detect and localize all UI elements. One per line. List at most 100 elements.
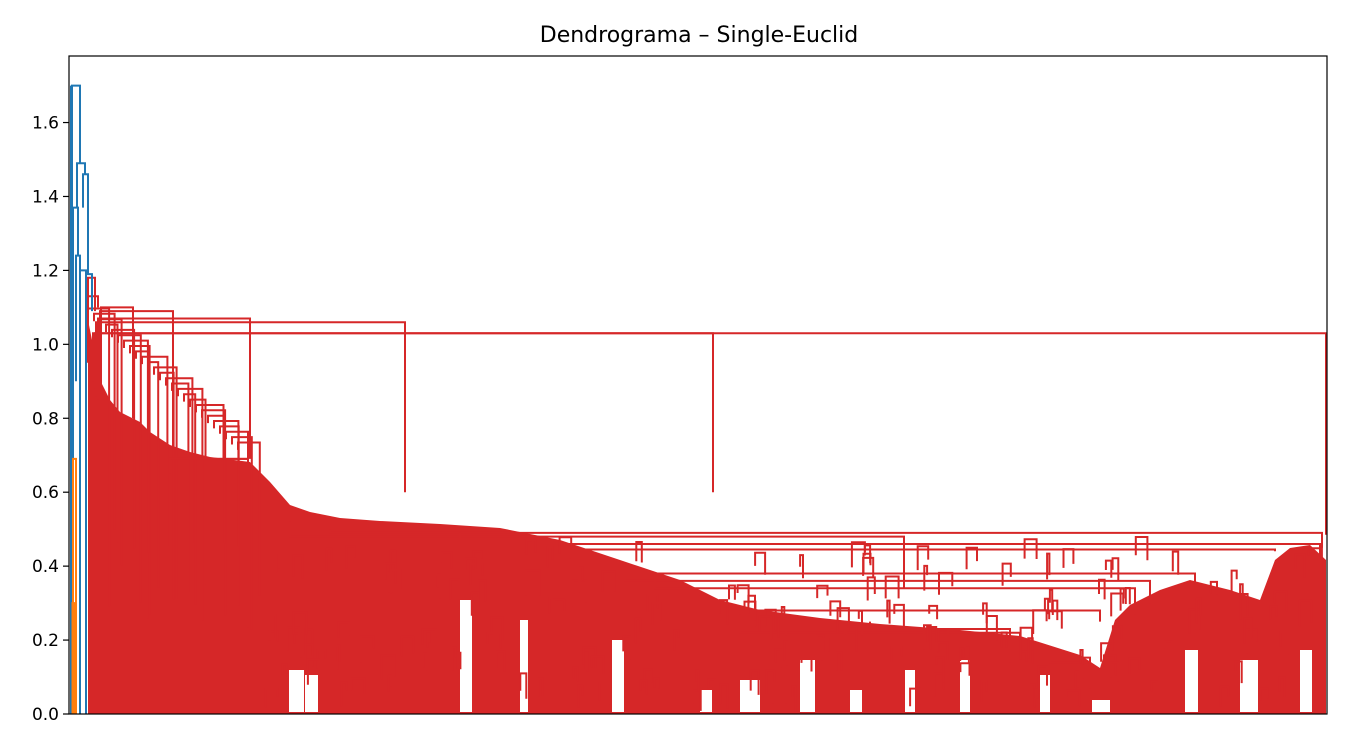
dendrogram-link-111: [772, 682, 787, 704]
y-tick-label: 0.0: [32, 705, 59, 725]
dendrogram-link-143: [1110, 592, 1125, 617]
dendrogram-link-155: [1307, 547, 1323, 574]
dendrogram-link-108: [537, 677, 544, 697]
dendrogram-link-15: [177, 387, 204, 621]
dendrogram-link-165: [1239, 583, 1244, 608]
dendrogram-link-130: [965, 546, 978, 570]
dendrogram-link-138: [1294, 553, 1306, 578]
dendrogram-link-146: [1171, 550, 1180, 575]
dendrogram-link-96: [1243, 617, 1253, 644]
dendrogram-link-48: [1259, 687, 1269, 701]
dendrogram-link-113: [1128, 657, 1141, 675]
dendrogram-link-5: [117, 334, 142, 603]
dendrogram-link-39: [519, 536, 1276, 552]
dendrogram-link-85: [1032, 609, 1048, 634]
dendrogram-link-91: [456, 651, 462, 675]
dendrogram-link-95: [1103, 654, 1117, 676]
dendrogram-link-60: [1134, 536, 1149, 561]
dendrogram-link-166: [938, 571, 954, 595]
dendrogram-link-224: [923, 564, 929, 591]
dendrogram-link-87: [601, 570, 616, 592]
dendrogram-link-154: [1124, 587, 1131, 605]
dendrogram-link-129: [477, 579, 487, 602]
dendrogram-link-77: [718, 599, 729, 625]
dendrogram-link-163: [548, 597, 559, 614]
dendrogram-link-109: [959, 647, 965, 661]
y-tick-label: 1.6: [32, 114, 59, 134]
dendrogram-link-75: [1074, 670, 1079, 689]
dendrogram-link-112: [695, 669, 700, 691]
dendrogram-link-229: [82, 173, 89, 275]
dendrogram-link-203: [464, 557, 477, 570]
dendrogram-link-202: [1051, 599, 1059, 621]
dendrogram-link-79: [304, 628, 314, 656]
dendrogram-link-47: [1000, 631, 1008, 648]
dendrogram-link-54: [937, 628, 949, 653]
dendrogram-link-37: [329, 529, 1323, 548]
dendrogram-link-67: [765, 669, 776, 695]
leaf-gap-4: [612, 640, 624, 712]
plot-frame: [68, 55, 1328, 715]
dendrogram-link-144: [1119, 587, 1125, 611]
dendrogram-link-16: [183, 393, 197, 605]
dendrogram-link-63: [982, 602, 988, 624]
dendrogram-link-127: [436, 573, 441, 599]
y-tick-label: 1.2: [32, 261, 59, 281]
leaf-gap-10: [960, 660, 970, 712]
dendrogram-link-38: [459, 532, 1321, 574]
dendrogram-link-160: [1037, 665, 1048, 692]
dendrogram-link-93: [936, 641, 949, 661]
dendrogram-link-184: [857, 609, 863, 636]
dendrogram-link-182: [774, 648, 783, 668]
dendrogram-link-23: [225, 430, 249, 628]
dendrogram-link-125: [890, 645, 903, 663]
dendrogram-links: [70, 84, 1327, 714]
dendrogram-link-89: [422, 652, 428, 671]
dendrogram-link-147: [1046, 552, 1051, 580]
dendrogram-link-103: [1219, 685, 1230, 707]
dendrogram-link-110: [451, 646, 457, 671]
dendrogram-link-36: [289, 521, 905, 589]
dendrogram-link-35: [214, 457, 249, 511]
dendrogram-link-152: [384, 562, 397, 584]
dendrogram-link-206: [1273, 590, 1288, 612]
dendrogram-link-70: [634, 617, 642, 644]
dendrogram-link-7: [129, 345, 151, 615]
dendrogram-link-187: [440, 551, 453, 569]
y-axis: 0.0 0.2 0.4 0.6 0.8 1.0 1.2 1.4 1.6: [32, 114, 69, 725]
dendrogram-link-123: [1279, 630, 1290, 655]
dendrogram-link-131: [1043, 597, 1050, 615]
dendrogram-link-1: [93, 312, 116, 530]
dendrogram-link-194: [866, 576, 876, 601]
dendrogram-link-200: [719, 683, 729, 709]
dendrogram-link-18: [195, 404, 225, 589]
dendrogram-link-117: [325, 547, 333, 571]
dendrogram-link-235: [71, 602, 76, 714]
dendrogram-link-31: [100, 306, 134, 419]
dendrogram-link-13: [165, 377, 194, 544]
dendrogram-link-53: [472, 550, 483, 570]
dendrogram-link-82: [754, 551, 767, 575]
dendrogram-link-140: [1100, 642, 1115, 662]
dendrogram-link-210: [1062, 548, 1075, 568]
dendrogram-link-220: [916, 545, 930, 571]
dendrogram-link-65: [519, 672, 528, 699]
chart-title: Dendrograma – Single-Euclid: [540, 23, 859, 48]
dendrogram-link-80: [293, 632, 302, 658]
dendrogram-link-196: [578, 566, 584, 593]
dendrogram-link-161: [749, 669, 760, 695]
dendrogram-link-139: [337, 621, 351, 638]
dendrogram-link-233: [85, 273, 93, 312]
dendrogram-link-100: [1298, 599, 1313, 627]
dendrogram-link-132: [292, 611, 308, 635]
dendrogram-link-135: [651, 602, 662, 625]
dendrogram-link-211: [281, 663, 288, 675]
dendrogram-link-20: [207, 414, 226, 544]
dendrogram-link-181: [835, 651, 843, 671]
y-tick-label: 1.0: [32, 335, 59, 355]
dendrogram-link-190: [449, 578, 460, 600]
dendrogram-link-228: [76, 162, 86, 208]
dendrogram-link-57: [350, 677, 366, 694]
dendrogram-link-222: [1110, 661, 1119, 682]
